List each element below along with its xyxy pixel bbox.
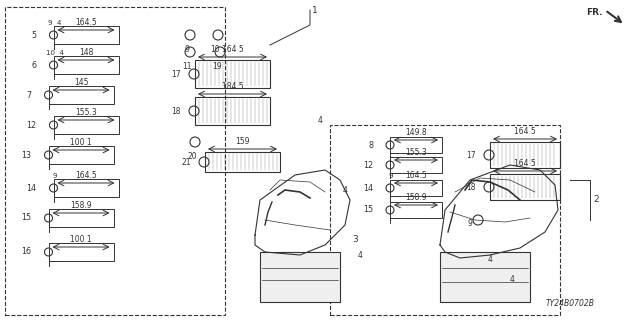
Text: 15: 15 xyxy=(21,213,31,222)
Text: 18: 18 xyxy=(467,182,476,191)
Bar xyxy=(205,152,280,172)
Text: 10: 10 xyxy=(210,45,220,54)
Text: FR.: FR. xyxy=(586,7,603,17)
Text: 164 5: 164 5 xyxy=(514,159,536,168)
Text: 7: 7 xyxy=(26,91,31,100)
Bar xyxy=(49,146,113,164)
Text: 164.5: 164.5 xyxy=(75,18,97,27)
Text: 14: 14 xyxy=(26,183,36,193)
Text: 17: 17 xyxy=(172,69,181,78)
Bar xyxy=(260,252,340,302)
Bar xyxy=(49,243,113,261)
Text: TY24B0702B: TY24B0702B xyxy=(546,299,595,308)
Text: 100 1: 100 1 xyxy=(70,138,92,147)
Text: 17: 17 xyxy=(467,150,476,159)
Text: 100 1: 100 1 xyxy=(70,235,92,244)
Text: 20: 20 xyxy=(187,152,197,161)
Bar xyxy=(390,137,442,153)
Bar xyxy=(490,142,560,168)
Text: 4: 4 xyxy=(317,116,323,124)
Text: 145: 145 xyxy=(74,78,88,87)
Text: 8: 8 xyxy=(368,140,373,149)
Text: 9: 9 xyxy=(388,173,393,179)
Bar xyxy=(195,60,270,88)
Text: 13: 13 xyxy=(22,150,31,159)
Bar xyxy=(440,252,530,302)
Bar xyxy=(54,56,118,74)
Text: 5: 5 xyxy=(31,30,36,39)
Text: 148: 148 xyxy=(79,48,93,57)
Bar xyxy=(390,202,442,218)
Bar xyxy=(49,209,113,227)
Text: 149.8: 149.8 xyxy=(405,128,427,137)
Text: 19: 19 xyxy=(212,62,222,71)
Text: 9  4: 9 4 xyxy=(48,20,61,26)
Text: 16: 16 xyxy=(22,247,31,257)
Text: 164.5: 164.5 xyxy=(75,171,97,180)
Text: 15: 15 xyxy=(363,205,373,214)
Text: 158.9: 158.9 xyxy=(405,193,427,202)
Bar xyxy=(54,26,118,44)
Bar xyxy=(49,86,113,104)
Text: 159: 159 xyxy=(236,137,250,146)
Text: 9: 9 xyxy=(467,219,472,228)
Text: 4: 4 xyxy=(358,251,362,260)
Text: 155.3: 155.3 xyxy=(75,108,97,117)
Text: 1: 1 xyxy=(312,5,317,14)
Text: 155.3: 155.3 xyxy=(405,148,427,157)
Text: 164.5: 164.5 xyxy=(405,171,427,180)
Bar xyxy=(195,97,270,125)
Bar xyxy=(390,157,442,173)
Text: 14: 14 xyxy=(363,183,373,193)
Text: 10  4: 10 4 xyxy=(45,50,63,56)
Bar xyxy=(54,179,118,197)
Text: 4: 4 xyxy=(509,276,515,284)
Bar xyxy=(5,7,225,315)
Bar xyxy=(390,180,442,196)
Text: 2: 2 xyxy=(593,196,598,204)
Text: 12: 12 xyxy=(26,121,36,130)
Text: 4: 4 xyxy=(342,186,348,195)
Text: 158.9: 158.9 xyxy=(70,201,92,210)
Text: 11: 11 xyxy=(182,62,192,71)
Text: 9: 9 xyxy=(52,173,57,179)
Bar xyxy=(54,116,118,134)
Bar xyxy=(330,125,560,315)
Bar xyxy=(490,174,560,200)
Text: 6: 6 xyxy=(31,60,36,69)
Text: 12: 12 xyxy=(363,161,373,170)
Text: 9: 9 xyxy=(184,45,189,54)
Text: 18: 18 xyxy=(172,107,181,116)
Text: 4: 4 xyxy=(488,255,492,265)
Text: 164 5: 164 5 xyxy=(514,127,536,136)
Text: 184 5: 184 5 xyxy=(221,82,243,91)
Text: 164 5: 164 5 xyxy=(221,45,243,54)
Text: 21: 21 xyxy=(182,157,191,166)
Text: 3: 3 xyxy=(352,236,358,244)
